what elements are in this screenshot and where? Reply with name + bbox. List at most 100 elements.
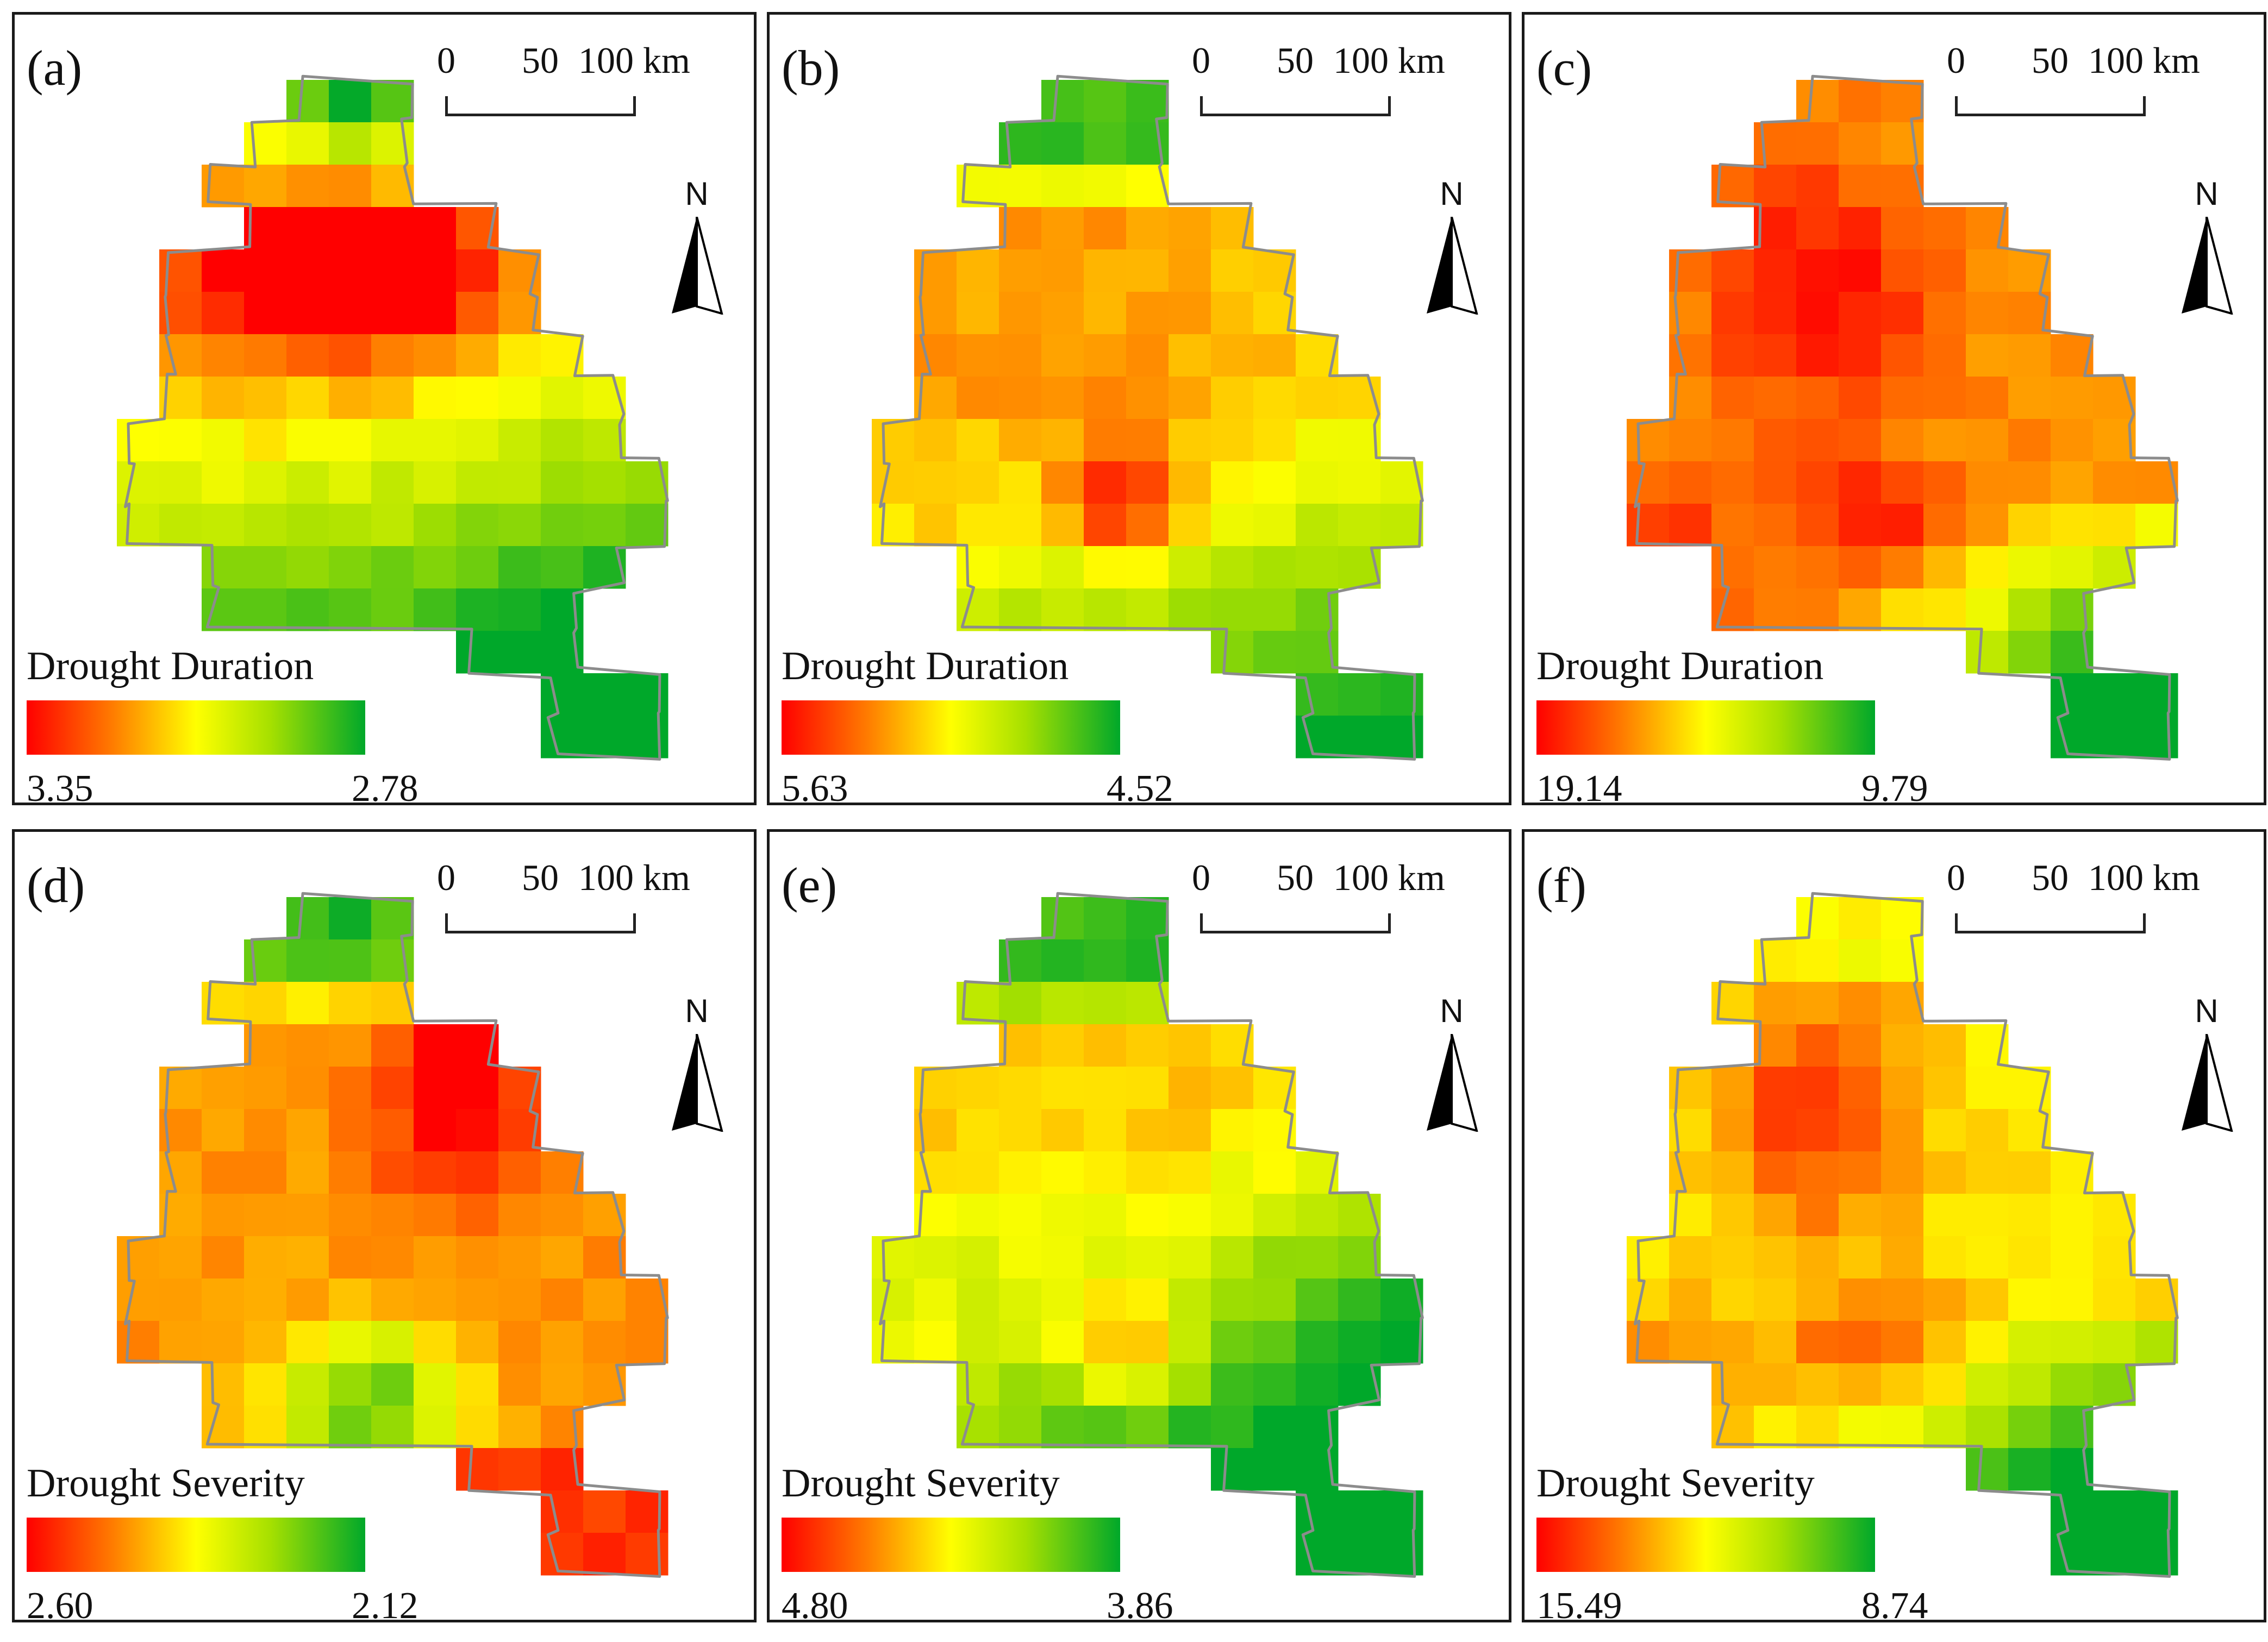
grid-cell: [1881, 419, 1924, 462]
grid-cell: [329, 377, 372, 419]
panel-label: (d): [27, 857, 85, 913]
grid-cell: [999, 939, 1042, 982]
grid-cell: [1711, 1236, 1754, 1279]
grid-cell: [244, 165, 287, 208]
north-label: N: [685, 993, 709, 1029]
grid-cell: [1839, 1109, 1882, 1152]
grid-cell: [1711, 1151, 1754, 1194]
grid-cell: [1711, 419, 1754, 462]
scale-tick-label: 50: [1277, 40, 1314, 81]
grid-cell: [498, 588, 541, 631]
grid-cell: [957, 546, 999, 589]
grid-cell: [286, 249, 329, 292]
grid-cell: [1711, 504, 1754, 547]
grid-cell: [2008, 546, 2051, 589]
grid-cell: [2093, 1278, 2136, 1321]
legend-title: Drought Severity: [1536, 1461, 1815, 1506]
grid-cell: [1754, 1109, 1797, 1152]
grid-cell: [1084, 1151, 1127, 1194]
grid-cell: [456, 1109, 499, 1152]
scale-tick-label: 50: [1277, 857, 1314, 898]
grid-cell: [1211, 1236, 1254, 1279]
grid-cell: [1041, 377, 1084, 419]
grid-cell: [1211, 292, 1254, 335]
grid-cell: [1839, 546, 1882, 589]
grid-cell: [202, 1278, 245, 1321]
grid-cell: [2093, 1490, 2136, 1533]
grid-cell: [329, 419, 372, 462]
grid-cell: [1839, 897, 1882, 940]
grid-cell: [1084, 1236, 1127, 1279]
grid-cell: [1881, 207, 1924, 250]
grid-cell: [1796, 80, 1839, 123]
grid-cell: [286, 461, 329, 504]
grid-cell: [999, 1321, 1042, 1364]
scale-bar: 0 50 100 km: [1184, 857, 1445, 968]
grid-cell: [1296, 461, 1339, 504]
grid-cell: [286, 982, 329, 1025]
grid-cell: [1126, 982, 1169, 1025]
grid-cell: [1084, 292, 1127, 335]
grid-cell: [1796, 1194, 1839, 1237]
grid-cell: [999, 504, 1042, 547]
grid-cell: [1881, 1363, 1924, 1406]
grid-cell: [1211, 1363, 1254, 1406]
grid-cell: [1796, 1067, 1839, 1110]
grid-cell: [1966, 461, 2009, 504]
grid-cell: [1084, 249, 1127, 292]
grid-cell: [414, 292, 457, 335]
scale-bar: 0 50 100 km: [1939, 42, 2200, 151]
grid-cell: [1084, 80, 1127, 123]
grid-cell: [329, 80, 372, 123]
grid-cell: [1966, 1194, 2009, 1237]
grid-cell: [1338, 461, 1381, 504]
grid-cell: [2008, 1194, 2051, 1237]
grid-cell: [957, 377, 999, 419]
grid-cell: [1296, 1533, 1339, 1576]
grid-cell: [1796, 939, 1839, 982]
grid-cell: [1711, 292, 1754, 335]
grid-cell: [2008, 334, 2051, 377]
grid-cell: [1839, 165, 1882, 208]
grid-cell: [2051, 1490, 2094, 1533]
scale-bar: 0 50 100 km: [1184, 40, 1445, 151]
grid-cell: [1966, 1363, 2009, 1406]
grid-cell: [498, 1194, 541, 1237]
grid-cell: [1084, 1278, 1127, 1321]
grid-cell: [1923, 461, 1966, 504]
grid-cell: [914, 419, 957, 462]
grid-cell: [2051, 461, 2094, 504]
grid-cell: [414, 419, 457, 462]
grid-cell: [1754, 1236, 1797, 1279]
grid-cell: [1839, 461, 1882, 504]
panel-e: (e) 0 50 100 km N Drought Severity 4.80 …: [767, 829, 1511, 1622]
grid-cell: [914, 334, 957, 377]
grid-cell: [1966, 1321, 2009, 1364]
grid-cell: [583, 1321, 626, 1364]
grid-cell: [1796, 1236, 1839, 1279]
grid-cell: [1839, 1067, 1882, 1110]
grid-cell: [1169, 1406, 1211, 1449]
grid-cell: [286, 207, 329, 250]
north-arrow-icon: [1427, 217, 1478, 315]
grid-cell: [1711, 1067, 1754, 1110]
grid-cell: [1253, 546, 1296, 589]
grid-cell: [541, 1363, 584, 1406]
grid-cell: [329, 1363, 372, 1406]
grid-cell: [202, 1194, 245, 1237]
grid-cell: [159, 419, 202, 462]
grid-cell: [2051, 1363, 2094, 1406]
grid-cell: [286, 1067, 329, 1110]
grid-cell: [117, 1236, 160, 1279]
grid-cell: [1041, 1109, 1084, 1152]
grid-cell: [1169, 461, 1211, 504]
grid-cell: [498, 1448, 541, 1491]
grid-cell: [2051, 1278, 2094, 1321]
grid-cell: [999, 1278, 1042, 1321]
grid-cell: [1669, 1278, 1712, 1321]
grid-cell: [456, 1151, 499, 1194]
grid-cell: [1796, 1151, 1839, 1194]
grid-cell: [456, 419, 499, 462]
grid-cell: [1923, 1236, 1966, 1279]
grid-cell: [456, 1236, 499, 1279]
